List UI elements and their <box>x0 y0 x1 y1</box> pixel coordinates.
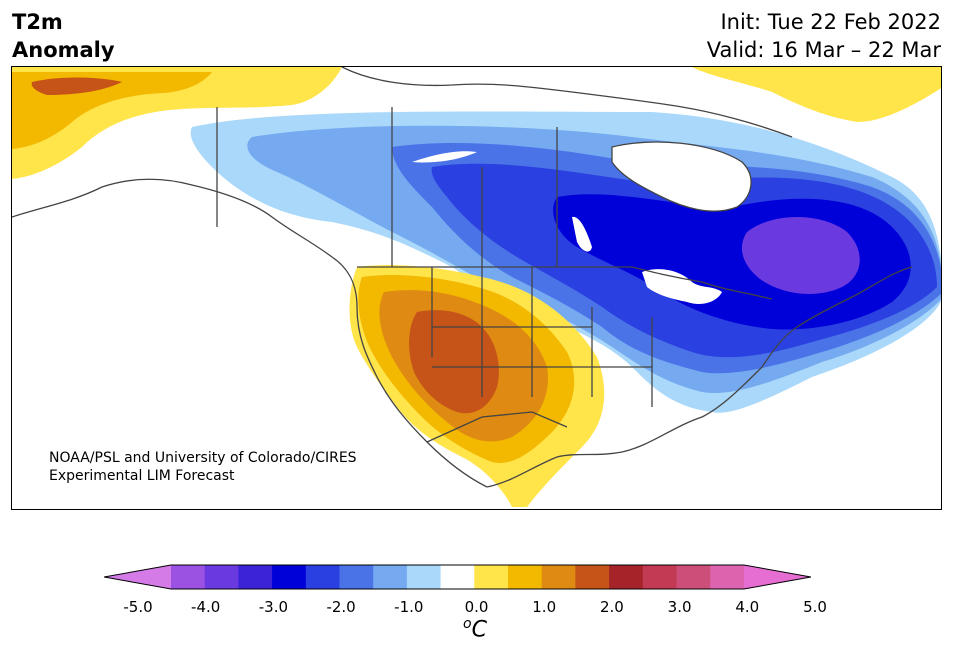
atlantic-coastline <box>761 266 913 368</box>
colorbar-swatch <box>541 565 576 589</box>
colorbar-swatch <box>406 565 442 589</box>
degree-mark: o <box>463 616 472 632</box>
pacific-coastline <box>12 178 488 488</box>
title-variable: T2m <box>12 10 63 34</box>
data-credit: NOAA/PSL and University of Colorado/CIRE… <box>49 449 357 485</box>
hudson-bay <box>612 142 752 212</box>
colorbar-tick: -2.0 <box>326 598 356 616</box>
colorbar-tick: 1.0 <box>532 598 557 616</box>
colorbar-swatch <box>373 565 408 589</box>
title-anomaly: Anomaly <box>12 38 115 62</box>
colorbar-tick: -4.0 <box>191 598 221 616</box>
init-date: Init: Tue 22 Feb 2022 <box>720 10 941 34</box>
forecast-dates: Init: Tue 22 Feb 2022 Valid: 16 Mar – 22… <box>707 8 941 64</box>
gulf-coastline <box>486 366 763 488</box>
cold-anomaly-band-6 <box>741 217 860 294</box>
colorbar-tick: 2.0 <box>599 598 624 616</box>
valid-range: Valid: 16 Mar – 22 Mar <box>706 38 941 62</box>
canada-us-border <box>357 266 773 300</box>
colorbar-unit: oC <box>463 616 487 642</box>
colorbar-swatch <box>710 565 745 589</box>
credit-line-1: NOAA/PSL and University of Colorado/CIRE… <box>49 450 357 466</box>
us-internal-borders <box>431 267 653 407</box>
colorbar-swatch <box>676 565 711 589</box>
colorbar-swatch <box>575 565 610 589</box>
anomaly-map <box>11 66 942 510</box>
us-mexico-border <box>426 411 568 443</box>
map-title: T2m Anomaly <box>12 8 115 64</box>
colorbar-outline <box>104 564 811 590</box>
canada-internal-borders <box>216 107 558 267</box>
colorbar-tick: -5.0 <box>123 598 153 616</box>
credit-line-2: Experimental LIM Forecast <box>49 468 235 484</box>
colorbar-swatch <box>305 565 340 589</box>
colorbar-tick: 5.0 <box>803 598 827 616</box>
unit-label: C <box>471 617 487 643</box>
colorbar-swatch <box>609 565 644 589</box>
lake-winnipeg <box>572 216 592 252</box>
colorbar-tick: 4.0 <box>735 598 760 616</box>
colorbar-tick: 0.0 <box>464 598 489 616</box>
arctic-coastline <box>341 67 793 138</box>
colorbar-tick: -1.0 <box>394 598 424 616</box>
colorbar-swatch <box>272 565 307 589</box>
colorbar-swatch <box>171 565 206 589</box>
great-lakes <box>642 269 722 304</box>
colorbar-extend-high <box>743 565 811 589</box>
colorbar-swatch <box>440 565 475 589</box>
colorbar-swatch <box>508 565 543 589</box>
hudson-bay-coastline <box>611 141 752 212</box>
warm-anomaly-greenland <box>692 67 941 122</box>
colorbar-tick: 3.0 <box>667 598 692 616</box>
colorbar-ticks: -5.0 -4.0 -3.0 -2.0 -1.0 0.0 1.0 2.0 3.0… <box>0 598 953 618</box>
colorbar-swatch <box>642 565 677 589</box>
colorbar-swatch <box>238 565 273 589</box>
colorbar-swatch <box>204 565 239 589</box>
great-slave-lake <box>412 151 477 163</box>
warm-anomaly-alaska-core <box>31 77 122 95</box>
colorbar <box>104 564 811 590</box>
colorbar-swatch <box>339 565 374 589</box>
colorbar-extend-low <box>104 565 171 589</box>
colorbar-swatch <box>474 565 509 589</box>
colorbar-tick: -3.0 <box>258 598 289 616</box>
